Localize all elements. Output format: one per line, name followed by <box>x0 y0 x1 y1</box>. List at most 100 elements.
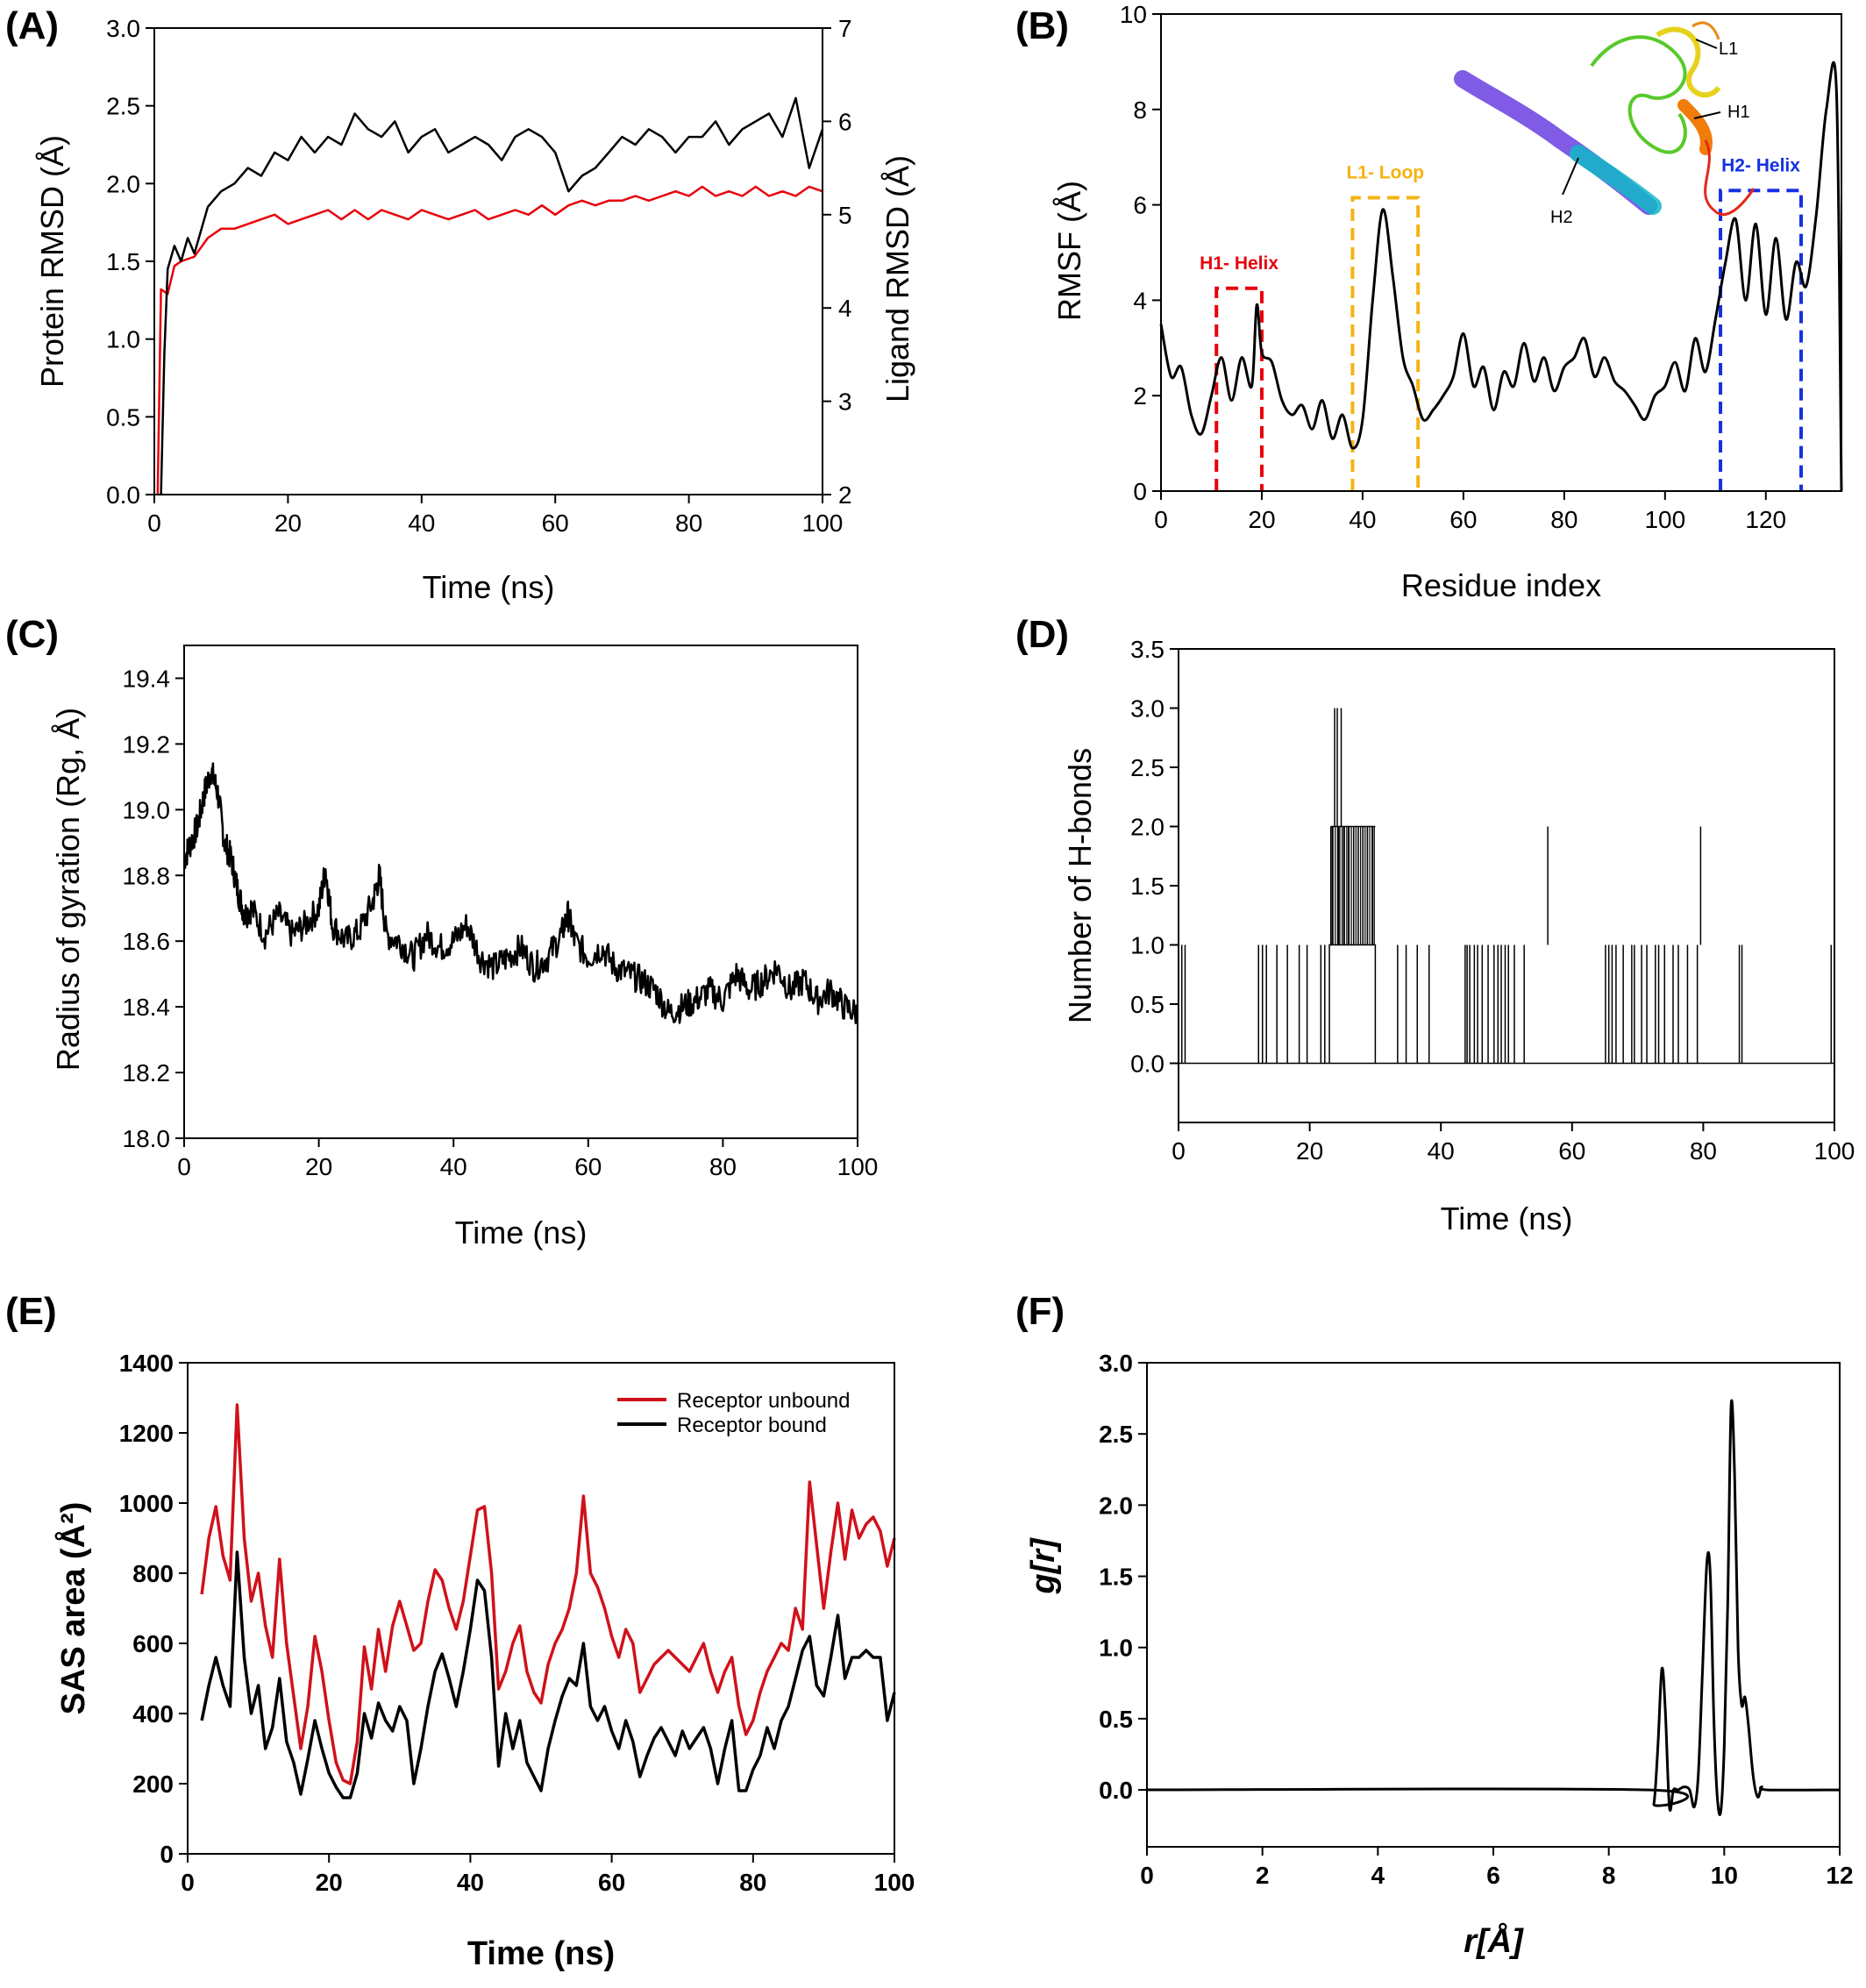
chart-a: 0 20 40 60 80 1000.00.51.01.52.02.53.0234567 … <box>34 15 915 605</box>
panel-label-f: (F) <box>1015 1290 1065 1333</box>
chart-d-ytick-label: 3.0 <box>1130 695 1164 723</box>
chart-a-ytick-label: 1.5 <box>106 248 140 275</box>
chart-a-xlabel: Time (ns) <box>423 569 555 605</box>
chart-d-ylabel: Number of H-bonds <box>1062 748 1098 1023</box>
rmsf-line <box>1159 61 1843 492</box>
chart-c-ytick-label: 19.2 <box>123 730 171 758</box>
region-box-0 <box>1214 286 1264 491</box>
radius-of-gyration-line <box>182 762 859 1024</box>
chart-c-ytick-label: 18.8 <box>123 862 171 889</box>
chart-f-ylabel: g[r] <box>1025 1537 1062 1595</box>
chart-c: 0 20 40 60 80 100 18.0 18.2 18.4 18.6 18.8 19.0 19.2… <box>50 645 878 1251</box>
chart-e-xtick-label: 20 <box>316 1869 343 1896</box>
chart-e-legend: Receptor unbound Receptor bound <box>617 1389 850 1437</box>
chart-c-xlabel: Time (ns) <box>455 1215 588 1251</box>
chart-e-xtick-label: 40 <box>457 1869 484 1896</box>
chart-e-ytick-label: 1400 <box>119 1350 174 1377</box>
inset-label-l1: L1 <box>1719 39 1738 59</box>
panel-label-e: (E) <box>5 1290 57 1333</box>
chart-a-ytick-label: 3.0 <box>106 15 140 42</box>
chart-b-ytick-label: 10 <box>1120 1 1147 28</box>
chart-e-xtick-label: 100 <box>874 1869 915 1896</box>
hbond-band <box>1328 944 1377 1064</box>
chart-a-ytick-label: 1.0 <box>106 326 140 353</box>
inset-arrow-h1 <box>1693 111 1721 119</box>
chart-f-xlabel: r[Å] <box>1464 1922 1524 1960</box>
protein-structure-inset: L1 H1 H2 <box>1454 21 1756 227</box>
chart-e-xtick-label: 60 <box>598 1869 625 1896</box>
region-label-1: L1- Loop <box>1346 162 1424 182</box>
chart-d-ytick-label: 0.5 <box>1130 991 1164 1018</box>
chart-d-xlabel: Time (ns) <box>1441 1201 1573 1236</box>
chart-f-ytick-label: 2.5 <box>1099 1421 1133 1448</box>
inset-helix-h2-cyan <box>1570 145 1662 215</box>
chart-b-xtick-label: 0 <box>1154 506 1168 533</box>
region-box-2 <box>1719 189 1804 491</box>
chart-a-ylabel: Protein RMSD (Å) <box>34 135 70 388</box>
region-box-1 <box>1350 196 1421 491</box>
chart-c-ytick-label: 18.6 <box>123 928 171 955</box>
chart-f-xtick-label: 10 <box>1711 1862 1738 1889</box>
inset-label-h2: H2 <box>1550 208 1573 227</box>
chart-b-ytick-label: 8 <box>1133 96 1147 124</box>
chart-e-ylabel: SAS area (Å²) <box>53 1502 92 1715</box>
chart-f-xtick-label: 8 <box>1602 1862 1616 1889</box>
sas-bound-line <box>200 1550 896 1799</box>
legend-label-bound: Receptor bound <box>677 1414 827 1437</box>
chart-f-xtick-label: 2 <box>1256 1862 1270 1889</box>
chart-c-frame <box>183 645 858 1139</box>
sas-unbound-line <box>200 1403 896 1785</box>
chart-b-xtick-label: 60 <box>1449 506 1477 533</box>
chart-f-ytick-label: 0.0 <box>1099 1777 1133 1804</box>
chart-a-y2tick-label: 5 <box>838 202 852 229</box>
inset-loop-green <box>1590 35 1687 154</box>
chart-a-ytick-label: 2.5 <box>106 93 140 120</box>
chart-c-ytick-label: 18.0 <box>123 1125 171 1152</box>
panel-label-d: (D) <box>1015 613 1069 656</box>
chart-e-frame <box>187 1362 895 1855</box>
chart-b-ytick-label: 2 <box>1133 382 1147 410</box>
chart-c-xtick-label: 100 <box>837 1153 879 1180</box>
chart-f-xtick-label: 0 <box>1140 1862 1154 1889</box>
chart-e-xtick-label: 80 <box>739 1869 766 1896</box>
protein-rmsd-line <box>160 96 824 495</box>
chart-b-xtick-label: 40 <box>1349 506 1376 533</box>
chart-b-ytick-label: 6 <box>1133 192 1147 219</box>
region-label-0: H1- Helix <box>1200 253 1278 274</box>
chart-c-xtick-label: 20 <box>305 1153 332 1180</box>
chart-f-ytick-label: 2.0 <box>1099 1492 1133 1519</box>
chart-f: 0 2 4 6 8 10 12 0.0 0.5 1.0 1.5 2.0 2.5 3.0 r[Å] g[r] <box>1025 1350 1854 1960</box>
chart-a-xtick-label: 0 <box>147 509 161 537</box>
chart-d-ytick-label: 2.0 <box>1130 814 1164 841</box>
chart-d-xtick-label: 60 <box>1558 1137 1585 1165</box>
chart-e-ytick-label: 400 <box>132 1700 174 1728</box>
chart-e-ytick-label: 1200 <box>119 1420 174 1447</box>
chart-f-ytick-label: 0.5 <box>1099 1706 1133 1733</box>
chart-d-ytick-label: 1.0 <box>1130 932 1164 959</box>
chart-e-ytick-label: 800 <box>132 1560 174 1587</box>
chart-c-xtick-label: 0 <box>177 1153 191 1180</box>
chart-c-ytick-label: 19.0 <box>123 796 171 823</box>
chart-a-y2label: Ligand RMSD (Å) <box>880 155 915 403</box>
chart-f-xtick-label: 6 <box>1486 1862 1500 1889</box>
chart-c-ytick-label: 19.4 <box>123 665 171 692</box>
inset-loop-orange <box>1692 21 1720 40</box>
chart-c-ytick-label: 18.2 <box>123 1059 171 1087</box>
chart-b-xtick-label: 120 <box>1745 506 1786 533</box>
chart-d-xtick-label: 80 <box>1690 1137 1717 1165</box>
chart-d-xtick-label: 20 <box>1296 1137 1323 1165</box>
chart-a-xtick-label: 100 <box>802 509 844 537</box>
chart-e-ytick-label: 0 <box>160 1841 174 1868</box>
chart-e-xlabel: Time (ns) <box>467 1935 615 1972</box>
chart-a-xtick-label: 20 <box>274 509 302 537</box>
chart-d-xtick-label: 100 <box>1814 1137 1855 1165</box>
chart-c-ylabel: Radius of gyration (Rg, Å) <box>50 708 86 1071</box>
chart-d-ytick-label: 1.5 <box>1130 873 1164 900</box>
chart-b-ylabel: RMSF (Å) <box>1051 181 1087 321</box>
inset-loop-red <box>1704 139 1756 217</box>
chart-f-xtick-label: 12 <box>1826 1862 1853 1889</box>
chart-d: 0 20 40 60 80 100 0.0 0.5 1.0 1.5 2.0 2.5 3.0 3.5 Tim… <box>1062 636 1855 1236</box>
ligand-rmsd-line <box>156 185 823 495</box>
chart-b-xtick-label: 20 <box>1248 506 1275 533</box>
